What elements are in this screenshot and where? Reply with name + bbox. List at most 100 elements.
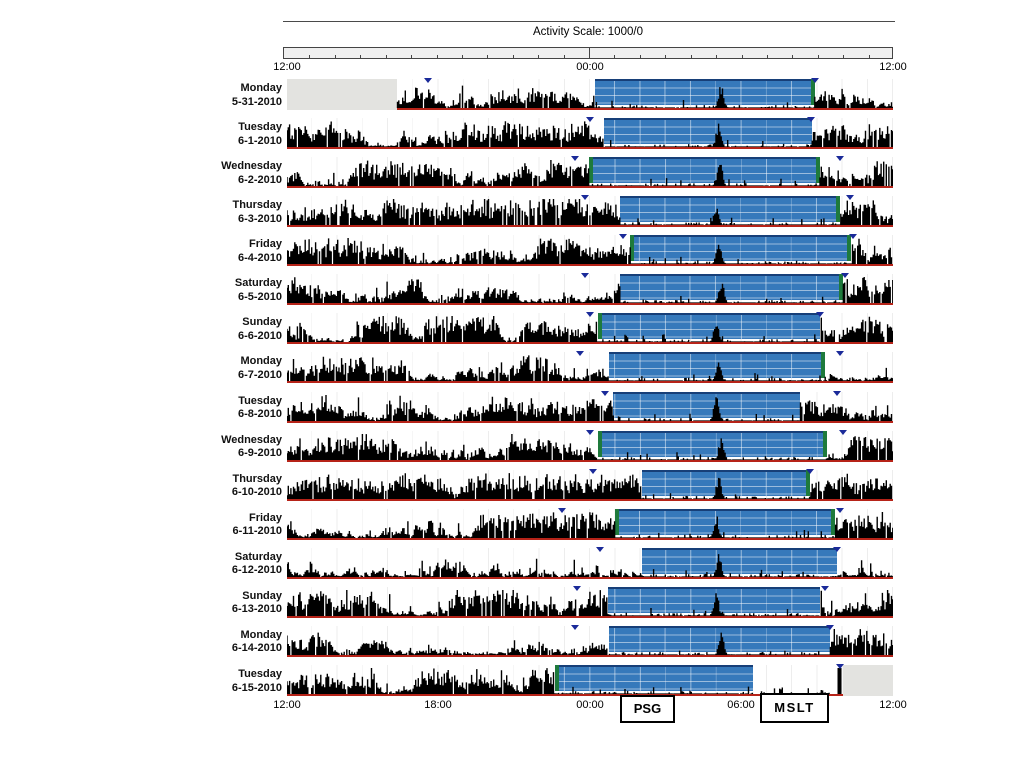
event-marker-triangle xyxy=(810,78,819,83)
baseline xyxy=(287,303,893,306)
rest-edge-marker xyxy=(810,79,815,105)
row-day: Saturday xyxy=(234,277,282,290)
row-date: 6-2-2010 xyxy=(237,173,282,186)
activity-scale-title: Activity Scale: 1000/0 xyxy=(533,26,643,38)
actogram-row-5-31-2010 xyxy=(287,79,893,110)
scale-tick xyxy=(563,55,565,59)
activity-bars xyxy=(287,668,842,695)
row-day: Tuesday xyxy=(238,668,282,681)
row-day: Monday xyxy=(240,628,282,641)
row-label: Sunday 6-13-2010 xyxy=(100,590,282,617)
row-day: Wednesday xyxy=(221,433,282,446)
mslt-label: MSLT xyxy=(774,700,815,715)
rest-edge-marker xyxy=(805,469,810,496)
scale-tick xyxy=(334,55,336,59)
scale-tick xyxy=(817,55,819,59)
rest-edge-marker xyxy=(838,274,843,301)
actogram-row-6-3-2010 xyxy=(287,196,893,228)
activity-bars xyxy=(287,199,893,226)
row-label: Saturday 6-12-2010 xyxy=(100,551,282,578)
activity-bars xyxy=(287,355,893,382)
scale-tick xyxy=(690,55,692,59)
activity-bars xyxy=(287,472,893,499)
event-marker-triangle xyxy=(596,546,605,552)
row-label: Friday 6-11-2010 xyxy=(100,512,282,539)
event-marker-triangle xyxy=(820,585,829,591)
row-date: 6-8-2010 xyxy=(237,408,282,421)
x-axis-top-label-left: 12:00 xyxy=(273,61,301,73)
actogram-row-6-7-2010 xyxy=(287,352,893,384)
no-data-region xyxy=(287,79,397,110)
event-marker-triangle xyxy=(815,312,824,318)
x-axis-bottom-label-12a: 12:00 xyxy=(273,699,301,711)
actogram-row-6-14-2010 xyxy=(287,625,893,657)
row-day: Monday xyxy=(240,355,282,368)
actogram-row-6-9-2010 xyxy=(287,430,893,462)
baseline xyxy=(287,147,893,150)
sleep-interval xyxy=(615,508,835,535)
scale-tick xyxy=(741,55,743,59)
scale-tick xyxy=(868,55,870,59)
baseline xyxy=(287,615,893,618)
baseline xyxy=(287,498,893,501)
scale-tick xyxy=(665,55,667,59)
event-marker-triangle xyxy=(558,507,567,513)
scale-tick xyxy=(385,55,387,59)
event-marker-triangle xyxy=(846,195,855,201)
row-day: Friday xyxy=(248,238,282,251)
row-day: Tuesday xyxy=(238,121,282,134)
baseline xyxy=(287,537,893,540)
row-date: 6-9-2010 xyxy=(237,447,282,460)
scale-tick xyxy=(411,55,413,59)
baseline xyxy=(287,381,893,384)
row-label: Tuesday 6-15-2010 xyxy=(100,668,282,695)
activity-bars xyxy=(287,628,893,655)
event-marker-triangle xyxy=(833,390,842,396)
event-marker-triangle xyxy=(580,273,589,279)
scale-tick xyxy=(792,55,794,59)
rest-edge-marker xyxy=(630,235,635,262)
row-day: Thursday xyxy=(232,472,282,485)
row-label: Tuesday 6-8-2010 xyxy=(100,395,282,422)
rest-edge-marker xyxy=(835,196,840,223)
baseline xyxy=(287,264,893,267)
scale-tick xyxy=(512,55,514,59)
event-marker-triangle xyxy=(586,312,594,318)
actogram-row-6-13-2010 xyxy=(287,586,893,618)
sleep-interval xyxy=(630,235,852,262)
row-day: Wednesday xyxy=(221,160,282,173)
row-label: Monday 6-14-2010 xyxy=(100,629,282,656)
event-marker-triangle xyxy=(835,156,844,162)
row-date: 6-4-2010 xyxy=(237,251,282,264)
baseline xyxy=(287,654,893,657)
activity-bars xyxy=(287,238,893,265)
scale-tick xyxy=(614,55,616,59)
baseline xyxy=(287,186,893,189)
sleep-interval xyxy=(603,118,813,145)
row-date: 6-6-2010 xyxy=(237,329,282,342)
psg-annotation-box: PSG xyxy=(620,695,675,723)
event-marker-triangle xyxy=(570,156,579,162)
actogram-row-6-11-2010 xyxy=(287,508,893,540)
baseline xyxy=(287,459,893,462)
row-label: Monday 6-7-2010 xyxy=(100,355,282,382)
scale-tick xyxy=(766,55,768,59)
actogram-row-6-2-2010 xyxy=(287,157,893,189)
row-date: 6-1-2010 xyxy=(237,134,282,147)
event-marker-triangle xyxy=(618,234,627,240)
x-axis-bottom-label-18: 18:00 xyxy=(424,699,452,711)
psg-label: PSG xyxy=(633,701,662,716)
event-marker-triangle xyxy=(825,624,834,630)
actogram-row-6-5-2010 xyxy=(287,274,893,306)
event-marker-triangle xyxy=(586,117,594,123)
baseline xyxy=(396,108,893,110)
row-date: 6-12-2010 xyxy=(231,564,282,577)
rest-edge-marker xyxy=(847,235,852,262)
event-marker-triangle xyxy=(848,234,857,240)
row-date: 6-13-2010 xyxy=(231,603,282,616)
row-date: 6-5-2010 xyxy=(237,290,282,303)
event-marker-triangle xyxy=(580,195,589,201)
rest-edge-marker xyxy=(554,665,559,692)
activity-bars xyxy=(396,85,893,108)
event-marker-triangle xyxy=(575,351,584,357)
